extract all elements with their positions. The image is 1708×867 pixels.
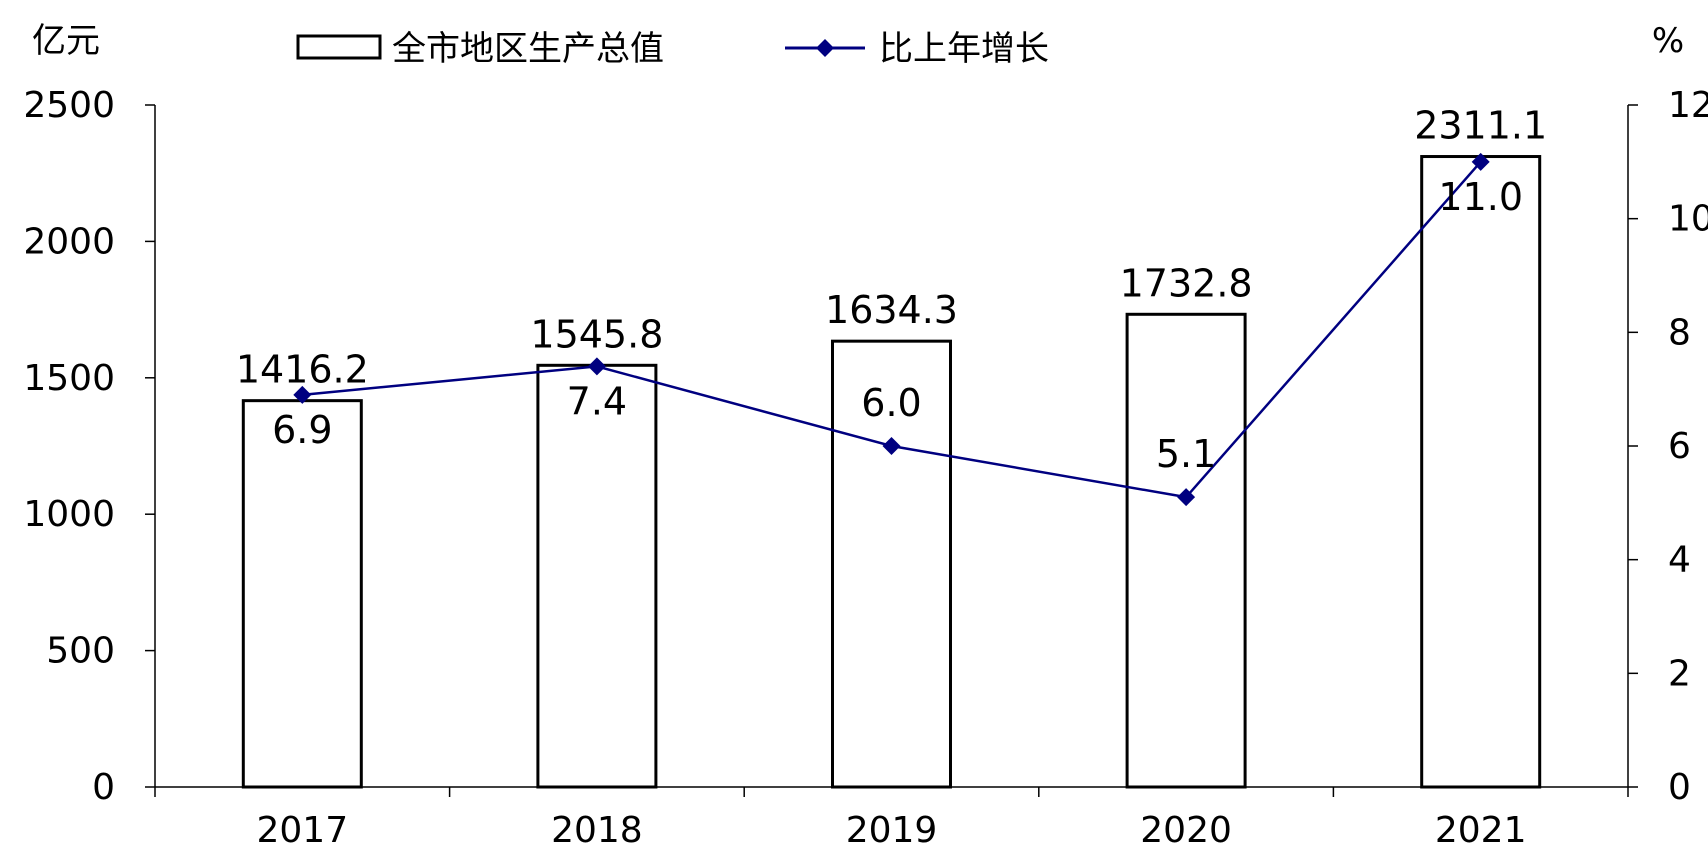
legend-bar-swatch bbox=[296, 34, 382, 60]
labels-layer: 0 500 1000 1500 2000 2500 0 2 4 6 8 10 12 2017 2018 201… bbox=[23, 21, 1708, 851]
right-tick-label-10: 10 bbox=[1668, 199, 1708, 240]
left-tick-label-1500: 1500 bbox=[23, 358, 115, 399]
bar-value-label-2020: 1732.8 bbox=[1120, 261, 1253, 305]
x-tick-label-2017: 2017 bbox=[256, 810, 348, 851]
left-tick-label-2500: 2500 bbox=[23, 85, 115, 126]
growth-marker-2021 bbox=[1471, 152, 1490, 171]
x-tick-label-2018: 2018 bbox=[551, 810, 643, 851]
right-tick-label-2: 2 bbox=[1668, 653, 1691, 694]
right-tick-label-6: 6 bbox=[1668, 426, 1691, 467]
bar-value-label-2019: 1634.3 bbox=[825, 288, 958, 332]
bar-2021 bbox=[1420, 155, 1542, 789]
bar-2019 bbox=[831, 339, 952, 789]
x-tick-label-2020: 2020 bbox=[1140, 810, 1232, 851]
bar-value-label-2021: 2311.1 bbox=[1414, 104, 1547, 148]
x-tick-label-2019: 2019 bbox=[846, 810, 938, 851]
bars-layer bbox=[241, 155, 1542, 789]
line-layer bbox=[293, 152, 1490, 507]
growth-value-label-2017: 6.9 bbox=[272, 408, 332, 452]
growth-value-label-2019: 6.0 bbox=[861, 381, 921, 425]
growth-marker-2019 bbox=[882, 437, 901, 455]
legend: 全市地区生产总值 比上年增长 bbox=[296, 29, 1049, 69]
left-axis-unit: 亿元 bbox=[32, 21, 100, 61]
bar-value-label-2017: 1416.2 bbox=[236, 348, 369, 392]
axes-layer bbox=[145, 104, 1638, 797]
left-tick-label-500: 500 bbox=[46, 631, 115, 672]
bar-2018 bbox=[536, 363, 658, 789]
growth-marker-2020 bbox=[1177, 488, 1196, 507]
left-tick-label-1000: 1000 bbox=[23, 494, 115, 535]
right-tick-label-12: 12 bbox=[1668, 85, 1708, 126]
growth-value-label-2018: 7.4 bbox=[567, 379, 627, 423]
legend-line-label: 比上年增长 bbox=[879, 29, 1049, 69]
growth-value-label-2021: 11.0 bbox=[1438, 175, 1523, 219]
growth-marker-2017 bbox=[293, 385, 312, 404]
right-tick-label-0: 0 bbox=[1668, 767, 1691, 808]
legend-bar-label: 全市地区生产总值 bbox=[392, 29, 664, 69]
right-tick-label-8: 8 bbox=[1668, 312, 1691, 353]
bar-value-label-2018: 1545.8 bbox=[530, 312, 663, 356]
left-tick-label-0: 0 bbox=[92, 767, 115, 808]
growth-marker-2018 bbox=[587, 357, 606, 376]
left-tick-label-2000: 2000 bbox=[23, 221, 115, 262]
right-axis-unit: % bbox=[1652, 21, 1684, 61]
right-tick-label-4: 4 bbox=[1668, 540, 1691, 581]
bar-2017 bbox=[241, 399, 363, 789]
x-tick-label-2021: 2021 bbox=[1435, 810, 1527, 851]
growth-value-label-2020: 5.1 bbox=[1156, 432, 1216, 476]
bar-2020 bbox=[1125, 312, 1247, 789]
legend-line-marker bbox=[816, 39, 834, 57]
